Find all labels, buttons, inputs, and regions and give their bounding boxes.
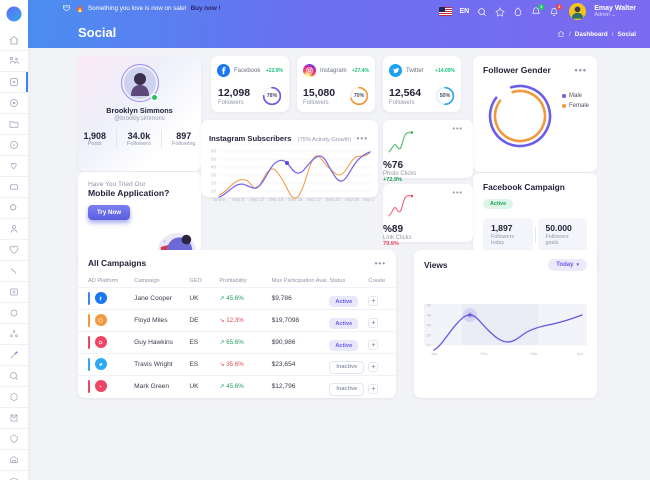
svg-text:20: 20 bbox=[211, 181, 217, 186]
svg-text:24: 24 bbox=[427, 343, 432, 348]
svg-text:30: 30 bbox=[211, 173, 217, 178]
svg-text:32: 32 bbox=[427, 333, 432, 338]
svg-text:Jan: Jan bbox=[431, 351, 437, 356]
svg-text:48: 48 bbox=[427, 313, 432, 318]
svg-text:Sep 23: Sep 23 bbox=[326, 197, 341, 202]
svg-text:Mar: Mar bbox=[531, 351, 539, 356]
svg-text:Sep 16: Sep 16 bbox=[269, 197, 284, 202]
svg-text:Sep 17: Sep 17 bbox=[307, 197, 322, 202]
svg-text:Sep 12: Sep 12 bbox=[250, 197, 265, 202]
svg-text:Apr: Apr bbox=[577, 351, 584, 356]
svg-text:Sep 30: Sep 30 bbox=[363, 197, 374, 202]
svg-text:40: 40 bbox=[427, 323, 432, 328]
svg-text:40: 40 bbox=[211, 165, 217, 170]
svg-text:60: 60 bbox=[211, 149, 217, 154]
svg-text:Feb: Feb bbox=[481, 351, 489, 356]
svg-text:Sep 5: Sep 5 bbox=[213, 197, 225, 202]
svg-text:Sep 18: Sep 18 bbox=[288, 197, 303, 202]
svg-text:Sep 8: Sep 8 bbox=[232, 197, 244, 202]
svg-text:50: 50 bbox=[211, 157, 217, 162]
svg-text:10: 10 bbox=[211, 189, 217, 194]
svg-text:Sep 26: Sep 26 bbox=[345, 197, 360, 202]
svg-text:56: 56 bbox=[427, 303, 432, 308]
